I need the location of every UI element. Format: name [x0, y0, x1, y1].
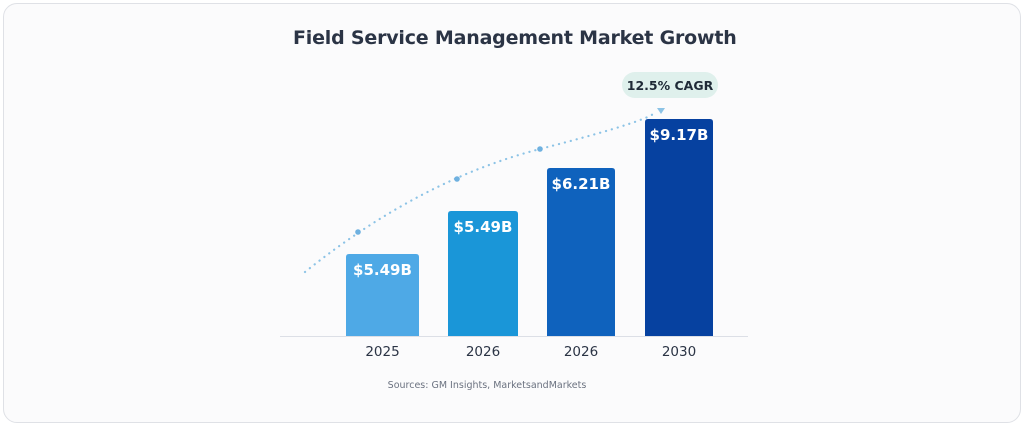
- bar-data-label: $9.17B: [650, 126, 709, 144]
- trend-point: [355, 229, 361, 235]
- bar-data-label: $5.49B: [454, 218, 513, 236]
- trend-point: [454, 176, 460, 182]
- cagr-badge: [622, 72, 718, 98]
- bar-2025: [346, 254, 419, 336]
- bar-2026: [448, 211, 518, 336]
- trend-curve: [303, 109, 657, 274]
- source-text: Sources: GM Insights, MarketsandMarkets: [387, 380, 587, 391]
- bar-2030: [645, 119, 713, 336]
- bar-data-label: $6.21B: [552, 175, 611, 193]
- trend-arrow-icon: [657, 108, 665, 114]
- x-tick-label: 2025: [365, 344, 399, 360]
- chart-title: Field Service Management Market Growth: [293, 27, 737, 49]
- bar-2026: [547, 168, 615, 336]
- trend-point: [537, 146, 543, 152]
- x-tick-label: 2030: [662, 344, 696, 360]
- chart-source: Sources: GM Insights, MarketsandMarkets: [0, 380, 1024, 391]
- bar-data-label: $5.49B: [353, 261, 412, 279]
- x-tick-label: 2026: [564, 344, 598, 360]
- cagr-badge-text: 12.5% CAGR: [627, 78, 714, 93]
- x-tick-label: 2026: [466, 344, 500, 360]
